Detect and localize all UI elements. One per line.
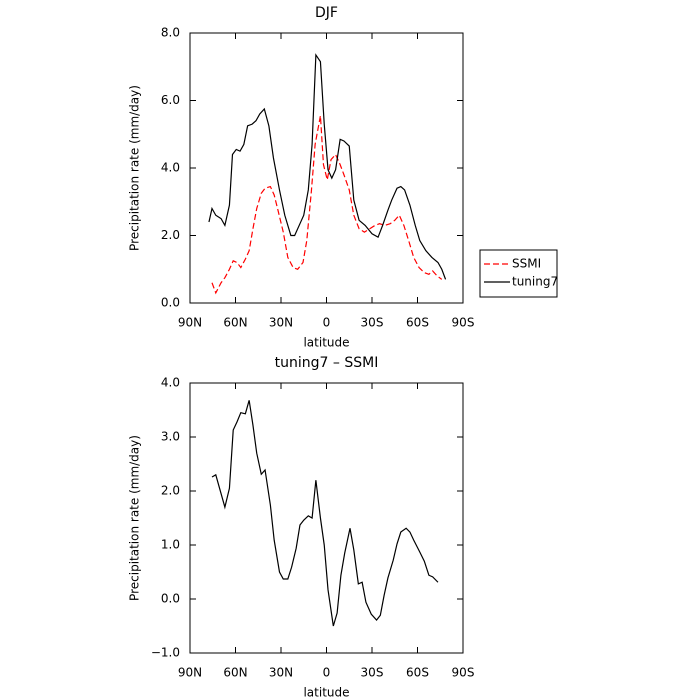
chart-title: tuning7 – SSMI — [275, 355, 379, 371]
series-line — [208, 53, 447, 280]
x-tick-label: 60N — [223, 316, 247, 330]
x-tick-label: 30N — [269, 316, 293, 330]
x-tick-label: 60S — [406, 666, 429, 680]
legend-label: SSMI — [512, 257, 541, 271]
y-tick-label: 3.0 — [161, 430, 180, 444]
x-tick-label: 30S — [361, 666, 384, 680]
x-tick-label: 0 — [323, 666, 331, 680]
x-tick-label: 90N — [178, 666, 202, 680]
series-line — [211, 400, 439, 627]
x-tick-label: 60S — [406, 316, 429, 330]
y-tick-label: 4.0 — [161, 376, 180, 390]
legend-box — [479, 249, 558, 298]
y-tick-label: 8.0 — [161, 26, 180, 40]
plot-frame — [189, 32, 464, 304]
x-axis-label: latitude — [303, 336, 349, 350]
y-axis-label: Precipitation rate (mm/day) — [128, 435, 142, 601]
series-line — [211, 115, 443, 295]
x-tick-label: 0 — [323, 316, 331, 330]
x-axis-label: latitude — [303, 686, 349, 700]
y-tick-label: −1.0 — [151, 646, 180, 660]
y-tick-label: 1.0 — [161, 538, 180, 552]
plot-frame — [189, 382, 464, 654]
y-tick-label: 4.0 — [161, 161, 180, 175]
chart-title: DJF — [315, 5, 338, 21]
x-tick-label: 90N — [178, 316, 202, 330]
y-tick-label: 6.0 — [161, 93, 180, 107]
y-tick-label: 2.0 — [161, 228, 180, 242]
x-tick-label: 30N — [269, 666, 293, 680]
x-tick-label: 60N — [223, 666, 247, 680]
x-tick-label: 90S — [452, 666, 475, 680]
x-tick-label: 90S — [452, 316, 475, 330]
y-tick-label: 0.0 — [161, 592, 180, 606]
legend-label: tuning7 — [512, 275, 558, 289]
y-axis-label: Precipitation rate (mm/day) — [128, 85, 142, 251]
y-tick-label: 0.0 — [161, 296, 180, 310]
x-tick-label: 30S — [361, 316, 384, 330]
y-tick-label: 2.0 — [161, 484, 180, 498]
